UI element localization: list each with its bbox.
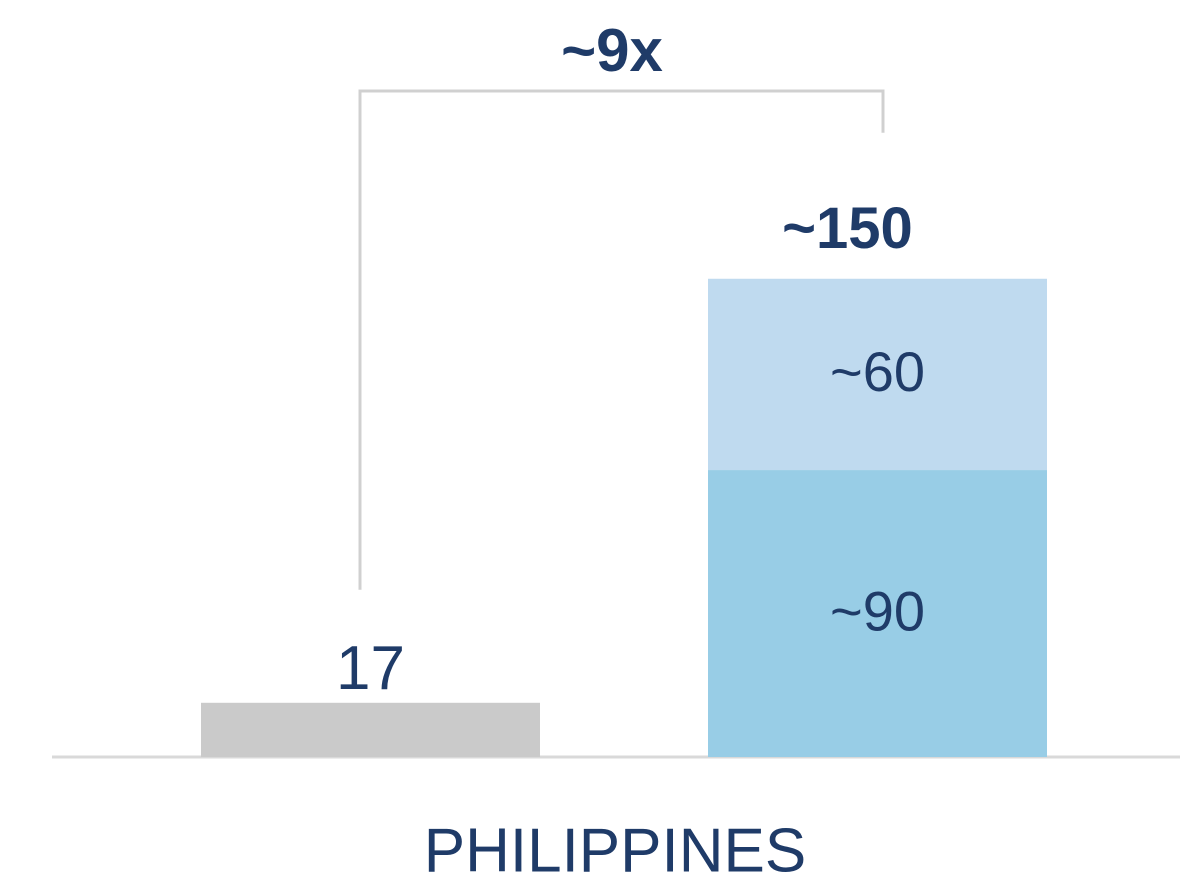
total-label: ~150: [782, 196, 913, 261]
value-label: 17: [336, 634, 405, 703]
comparison-bracket: [358, 89, 885, 590]
bar-segment: [201, 702, 540, 757]
value-label: ~90: [830, 579, 925, 642]
category-label: PHILIPPINES: [424, 816, 806, 885]
bar-segment: [708, 278, 1047, 471]
value-label: ~60: [830, 340, 925, 403]
ratio-annotation: ~9x: [561, 17, 663, 84]
bar-segment: [708, 470, 1047, 757]
